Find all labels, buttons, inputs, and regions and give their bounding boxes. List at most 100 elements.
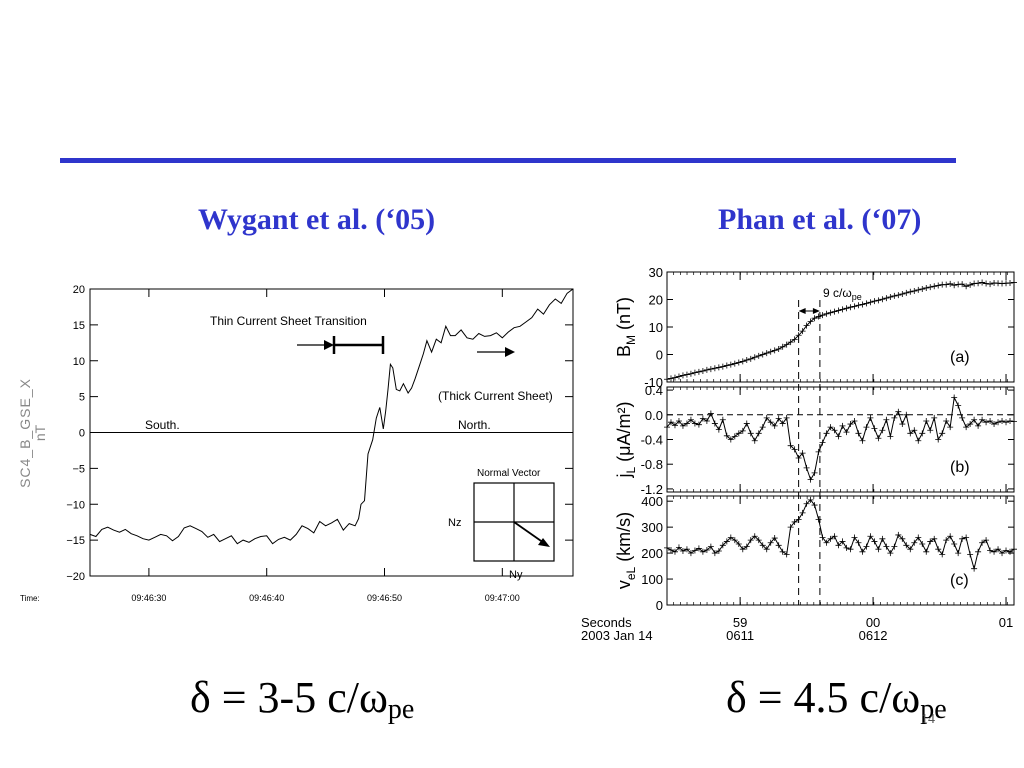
data-point-marker: [827, 424, 834, 431]
data-point-marker: [819, 439, 826, 446]
panel-frame: [666, 386, 1015, 493]
data-point-marker: [703, 546, 710, 553]
data-point-marker: [935, 546, 942, 553]
data-point-marker: [883, 295, 890, 302]
data-point-marker: [699, 548, 706, 555]
thick-sheet-arrow-head: [505, 347, 515, 357]
data-point-marker: [847, 421, 854, 428]
right-formula-main: δ = 4.5 c/ω: [726, 673, 921, 722]
data-point-marker: [707, 543, 714, 550]
right-formula-subscript: pe: [920, 694, 947, 725]
data-point-marker: [699, 368, 706, 374]
data-point-marker: [831, 308, 838, 315]
x-tick-label-seconds: 00: [866, 615, 880, 630]
data-point-marker: [947, 533, 954, 540]
data-point-marker: [963, 424, 970, 431]
y-tick-label: -0.4: [641, 433, 663, 448]
data-point-marker: [731, 360, 738, 367]
left-thickness-formula: δ = 3-5 c/ωpe: [190, 672, 414, 726]
data-point-marker: [851, 303, 858, 310]
data-point-marker: [935, 436, 942, 443]
y-axis-title: jL (μA/m²): [614, 401, 638, 478]
data-point-marker: [943, 281, 950, 288]
data-point-marker: [959, 414, 966, 421]
data-point-marker: [791, 446, 798, 453]
data-point-marker: [847, 304, 854, 311]
data-point-marker: [903, 542, 910, 549]
phan-annotations: Seconds 2003 Jan 14: [581, 615, 653, 643]
data-point-marker: [687, 550, 694, 557]
data-point-marker: [759, 542, 766, 549]
inset-nz-label: Nz: [448, 517, 461, 529]
data-point-marker: [671, 422, 678, 429]
data-point-marker: [975, 280, 982, 287]
wygant-y-axis-unit: nT: [32, 424, 48, 441]
data-point-marker: [879, 427, 886, 434]
data-point-marker: [971, 565, 978, 572]
y-tick-label: 20: [73, 284, 85, 296]
data-point-marker: [983, 280, 990, 287]
data-point-marker: [743, 543, 750, 550]
data-point-marker: [851, 534, 858, 541]
data-point-marker: [959, 281, 966, 288]
data-point-marker: [679, 372, 686, 379]
data-point-marker: [915, 286, 922, 293]
data-point-marker: [823, 539, 830, 546]
data-point-marker: [691, 369, 698, 376]
panel-a: 30 20 10 0 -10 (a) BM (nT) 9 c/ωpe: [614, 265, 1017, 390]
data-point-marker: [763, 350, 770, 357]
data-point-marker: [923, 284, 930, 291]
data-point-marker: [767, 539, 774, 546]
data-point-marker: [799, 328, 806, 335]
wygant-x-ticks: 09:46:30 09:46:40 09:46:50 09:47:00: [131, 289, 520, 603]
series-markers: [664, 394, 1017, 483]
data-point-marker: [695, 368, 702, 375]
data-point-marker: [707, 410, 714, 417]
left-formula-subscript: pe: [387, 694, 415, 725]
data-point-marker: [683, 371, 690, 378]
data-point-marker: [827, 535, 834, 542]
data-point-marker: [947, 280, 954, 287]
data-point-marker: [815, 448, 822, 455]
bx-series-line: [89, 288, 574, 545]
data-point-marker: [719, 542, 726, 549]
thick-sheet-label: (Thick Current Sheet): [438, 389, 553, 403]
data-point-marker: [967, 551, 974, 558]
data-point-marker: [923, 417, 930, 424]
y-tick-label: 0: [79, 428, 85, 440]
thickness-annotation: 9 c/ωpe: [823, 286, 862, 302]
data-point-marker: [695, 545, 702, 552]
data-point-marker: [687, 416, 694, 423]
data-point-marker: [1011, 418, 1017, 425]
data-point-marker: [919, 430, 926, 437]
data-point-marker: [751, 437, 758, 444]
x-tick-label: 09:46:40: [249, 593, 284, 603]
data-point-marker: [955, 550, 962, 557]
data-point-marker: [903, 411, 910, 418]
data-point-marker: [939, 430, 946, 437]
data-point-marker: [875, 297, 882, 304]
data-point-marker: [703, 366, 710, 373]
data-point-marker: [671, 374, 678, 381]
y-tick-label: 300: [641, 520, 663, 535]
data-point-marker: [735, 430, 742, 437]
data-point-marker: [887, 550, 894, 557]
thin-sheet-label: Thin Current Sheet Transition: [210, 314, 367, 328]
data-point-marker: [771, 535, 778, 542]
data-point-marker: [915, 534, 922, 541]
data-point-marker: [771, 347, 778, 354]
data-point-marker: [815, 313, 822, 320]
y-tick-label: 0.4: [645, 383, 663, 398]
data-point-marker: [711, 550, 718, 557]
y-tick-label: 0: [656, 598, 663, 613]
data-point-marker: [735, 359, 742, 366]
data-point-marker: [803, 500, 810, 507]
data-point-marker: [871, 298, 878, 305]
data-point-marker: [947, 424, 954, 431]
data-point-marker: [747, 430, 754, 437]
data-point-marker: [763, 546, 770, 553]
data-point-marker: [779, 343, 786, 350]
data-point-marker: [727, 361, 734, 368]
x-tick-label: 09:47:00: [485, 593, 520, 603]
